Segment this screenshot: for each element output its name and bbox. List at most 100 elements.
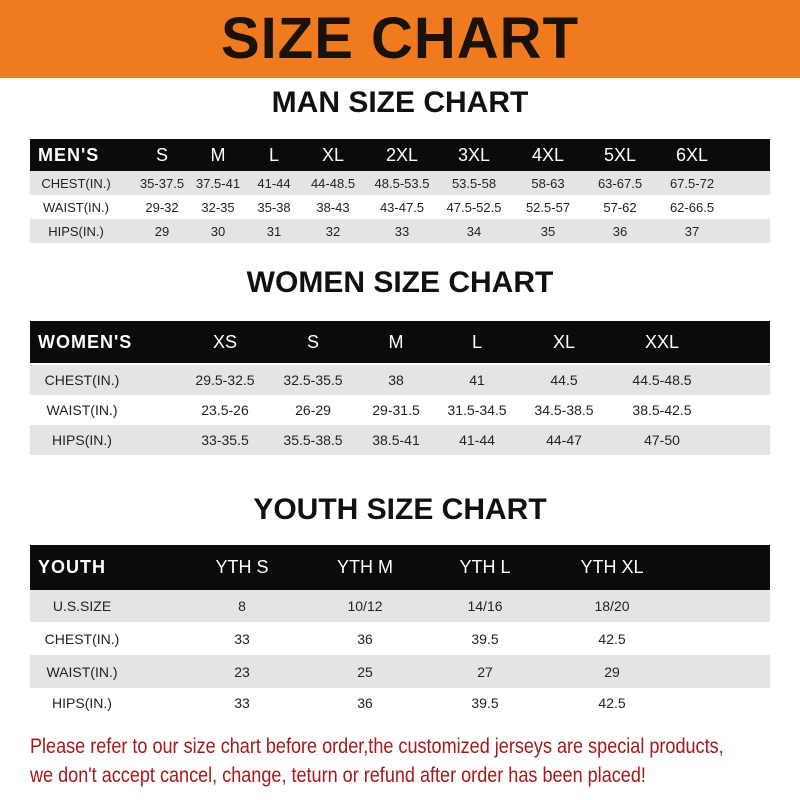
youth-chart-title: YOUTH SIZE CHART <box>253 493 547 526</box>
measurement-cell: 34.5-38.5 <box>534 402 594 418</box>
size-header-cell: YTH XL <box>580 557 644 577</box>
measurement-cell: 23.5-26 <box>201 402 249 418</box>
measurement-cell: 41 <box>469 372 485 388</box>
measurement-cell: 32-35 <box>201 199 235 215</box>
table-row: HIPS(IN.) 29 30 31 32 33 34 35 36 37 <box>30 219 770 243</box>
row-label: WAIST(IN.) <box>46 663 118 680</box>
row-label: HIPS(IN.) <box>52 695 112 711</box>
size-header-cell: M <box>210 144 226 165</box>
measurement-cell: 62-66.5 <box>669 199 715 215</box>
measurement-cell: 8 <box>238 598 246 614</box>
measurement-cell: 30 <box>210 223 226 239</box>
measurement-cell: 33 <box>394 223 410 239</box>
measurement-cell: 44.5 <box>550 372 578 388</box>
measurement-cell: 52.5-57 <box>525 199 571 215</box>
measurement-cell: 38.5-42.5 <box>632 402 692 418</box>
measurement-cell: 29-31.5 <box>372 402 420 418</box>
measurement-cell: 36 <box>612 223 628 239</box>
measurement-cell: 18/20 <box>594 598 630 614</box>
size-header-cell: S <box>155 144 169 165</box>
order-notice-line-1: Please refer to our size chart before or… <box>30 735 724 758</box>
size-header-cell: 3XL <box>457 144 491 165</box>
size-header-cell: L <box>268 144 280 165</box>
men-chart-title: MAN SIZE CHART <box>271 86 529 119</box>
size-header-cell: XL <box>321 144 345 165</box>
measurement-cell: 42.5 <box>598 695 626 711</box>
row-label: CHEST(IN.) <box>41 175 111 191</box>
measurement-cell: 67.5-72 <box>669 175 715 191</box>
youth-size-table: YOUTH YTH S YTH M YTH L YTH XL U.S.SIZE 8 10/12… <box>30 545 770 718</box>
table-header-row: MEN'S S M L XL 2XL 3XL 4XL 5XL 6XL <box>30 139 770 171</box>
measurement-cell: 41-44 <box>459 432 495 448</box>
size-header-cell: XXL <box>644 331 680 352</box>
women-size-table: WOMEN'S XS S M L XL XXL CHEST(IN.) 29.5-32.5 32.5… <box>30 321 770 455</box>
measurement-cell: 43-47.5 <box>379 199 425 215</box>
measurement-cell: 37.5-41 <box>195 175 241 191</box>
measurement-cell: 44.5-48.5 <box>632 372 692 388</box>
measurement-cell: 39.5 <box>471 695 499 711</box>
size-header-cell: YTH S <box>215 557 269 577</box>
size-header-cell: XS <box>212 331 238 352</box>
size-header-cell: XL <box>552 331 576 352</box>
order-notice-line-2: we don't accept cancel, change, teturn o… <box>30 764 646 787</box>
measurement-cell: 32.5-35.5 <box>283 372 343 388</box>
table-row: HIPS(IN.) 33-35.5 35.5-38.5 38.5-41 41-44 44-… <box>30 425 770 455</box>
measurement-cell: 36 <box>357 695 373 711</box>
table-row: WAIST(IN.) 23.5-26 26-29 29-31.5 31.5-34.5 34… <box>30 395 770 425</box>
size-header-cell: 5XL <box>603 144 637 165</box>
measurement-cell: 26-29 <box>295 402 331 418</box>
size-header-cell: 2XL <box>385 144 419 165</box>
measurement-cell: 44-47 <box>546 432 582 448</box>
measurement-cell: 33-35.5 <box>201 432 249 448</box>
measurement-cell: 48.5-53.5 <box>374 175 430 191</box>
measurement-cell: 37 <box>684 223 700 239</box>
table-title-cell: MEN'S <box>38 144 100 165</box>
table-title-cell: WOMEN'S <box>38 331 133 352</box>
row-label: CHEST(IN.) <box>44 372 120 388</box>
size-header-cell: YTH L <box>459 557 511 577</box>
measurement-cell: 38 <box>388 372 404 388</box>
measurement-cell: 47.5-52.5 <box>446 199 502 215</box>
measurement-cell: 63-67.5 <box>597 175 643 191</box>
measurement-cell: 25 <box>357 663 373 680</box>
measurement-cell: 58-63 <box>531 175 565 191</box>
measurement-cell: 29-32 <box>145 199 179 215</box>
measurement-cell: 29 <box>604 663 620 680</box>
size-header-cell: 4XL <box>531 144 565 165</box>
table-row: CHEST(IN.) 33 36 39.5 42.5 <box>30 622 770 655</box>
table-row: WAIST(IN.) 29-32 32-35 35-38 38-43 43-47.5 47.… <box>30 195 770 219</box>
measurement-cell: 35.5-38.5 <box>283 432 343 448</box>
table-title-cell: YOUTH <box>38 557 106 577</box>
table-header-row: YOUTH YTH S YTH M YTH L YTH XL <box>30 545 770 590</box>
measurement-cell: 38-43 <box>316 199 350 215</box>
measurement-cell: 42.5 <box>598 630 626 647</box>
size-chart-banner: SIZE CHART <box>0 0 800 78</box>
measurement-cell: 35-37.5 <box>139 175 185 191</box>
measurement-cell: 57-62 <box>603 199 637 215</box>
table-row: U.S.SIZE 8 10/12 14/16 18/20 <box>30 590 770 622</box>
measurement-cell: 10/12 <box>347 598 383 614</box>
measurement-cell: 47-50 <box>644 432 680 448</box>
table-row: HIPS(IN.) 33 36 39.5 42.5 <box>30 688 770 718</box>
row-label: HIPS(IN.) <box>52 432 112 448</box>
measurement-cell: 39.5 <box>471 630 499 647</box>
measurement-cell: 29.5-32.5 <box>195 372 255 388</box>
row-label: CHEST(IN.) <box>44 630 120 647</box>
size-header-cell: YTH M <box>337 557 393 577</box>
measurement-cell: 27 <box>477 663 493 680</box>
measurement-cell: 23 <box>234 663 250 680</box>
measurement-cell: 35 <box>540 223 556 239</box>
row-label: WAIST(IN.) <box>43 199 109 215</box>
table-row: WAIST(IN.) 23 25 27 29 <box>30 655 770 688</box>
men-size-table: MEN'S S M L XL 2XL 3XL 4XL 5XL 6XL CHEST(IN.) 35-37… <box>30 139 770 243</box>
measurement-cell: 53.5-58 <box>451 175 497 191</box>
measurement-cell: 14/16 <box>467 598 503 614</box>
measurement-cell: 29 <box>154 223 170 239</box>
table-row: CHEST(IN.) 35-37.5 37.5-41 41-44 44-48.5 48.5… <box>30 171 770 195</box>
measurement-cell: 38.5-41 <box>372 432 420 448</box>
row-label: HIPS(IN.) <box>48 223 104 239</box>
size-header-cell: L <box>471 331 483 352</box>
size-header-cell: 6XL <box>675 144 709 165</box>
measurement-cell: 31 <box>266 223 282 239</box>
size-header-cell: S <box>306 331 320 352</box>
